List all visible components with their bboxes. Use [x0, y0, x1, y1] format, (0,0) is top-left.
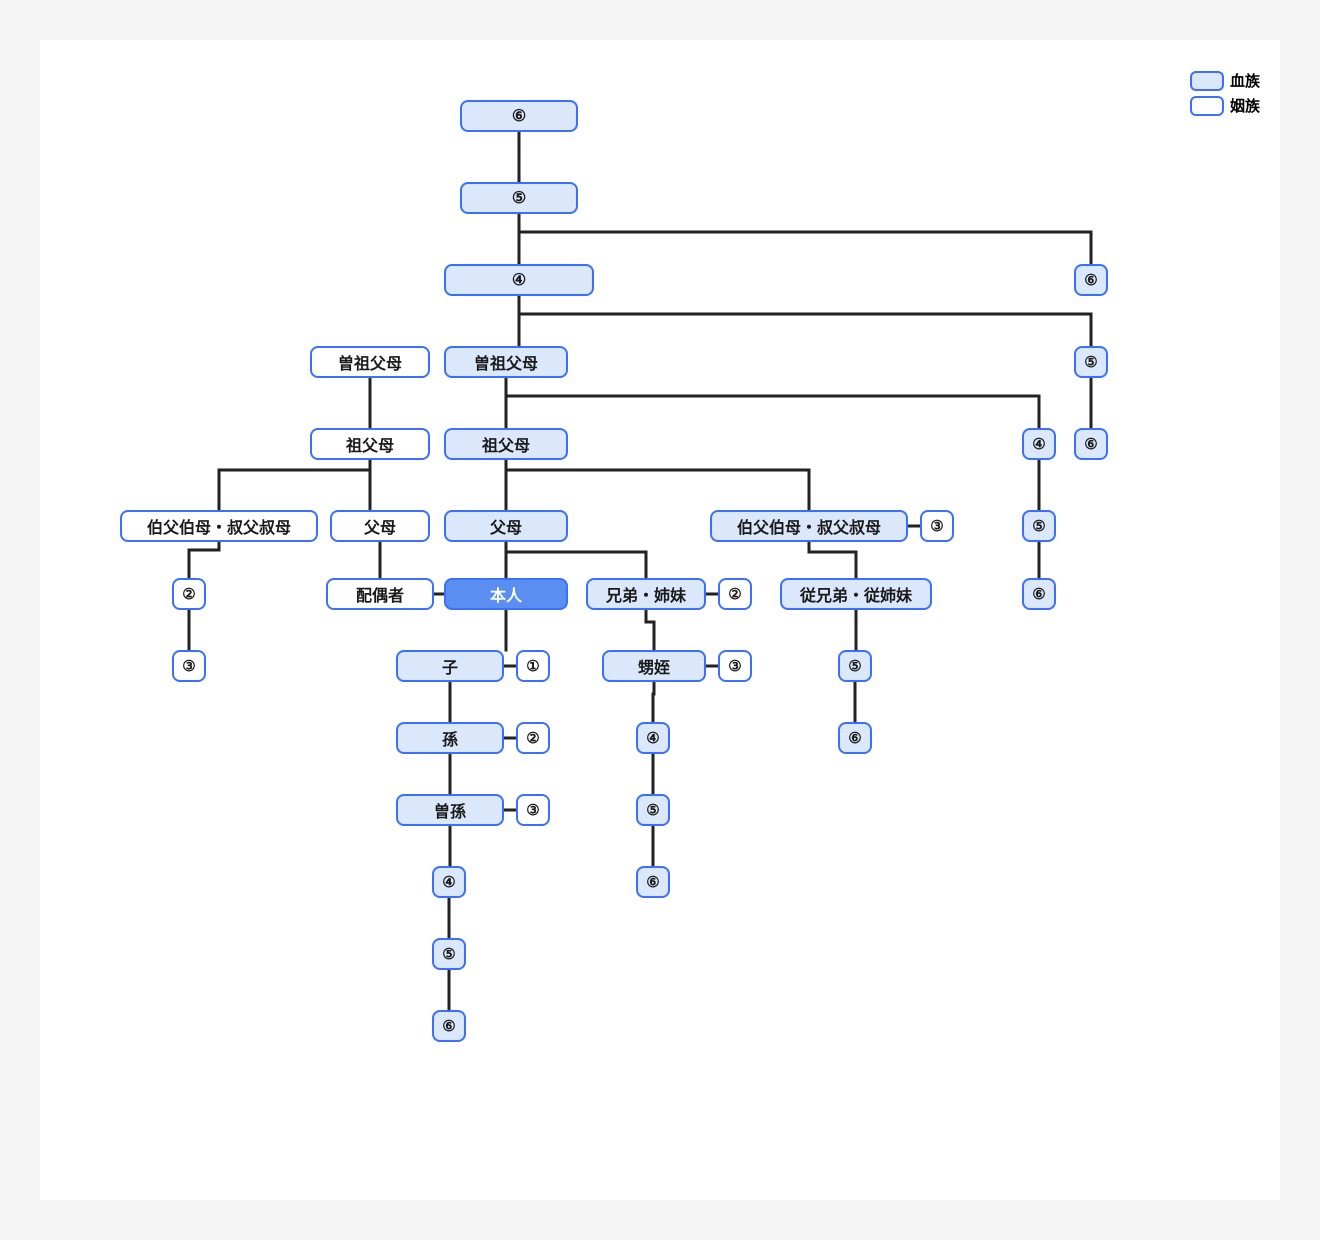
node-unc: 伯父伯母・叔父叔母: [710, 510, 908, 542]
node-r4: ④: [1022, 428, 1056, 460]
node-scous2: ②: [172, 578, 206, 610]
node-child: 子: [396, 650, 504, 682]
node-sgp: 祖父母: [310, 428, 430, 460]
node-sggp: 曽祖父母: [310, 346, 430, 378]
legend-swatch-blood: [1190, 71, 1224, 91]
node-r6c: ⑥: [1022, 578, 1056, 610]
node-r5b: ⑤: [1022, 510, 1056, 542]
node-gchild2: ②: [516, 722, 550, 754]
node-scous3: ③: [172, 650, 206, 682]
edge-layer: [40, 40, 1280, 1200]
node-d4: ④: [432, 866, 466, 898]
node-a6: ⑥: [460, 100, 578, 132]
node-ggchild3: ③: [516, 794, 550, 826]
node-sunc: 伯父伯母・叔父叔母: [120, 510, 318, 542]
node-cous5: ⑤: [838, 650, 872, 682]
node-spouse: 配偶者: [326, 578, 434, 610]
node-d5: ⑤: [432, 938, 466, 970]
node-ggp: 曽祖父母: [444, 346, 568, 378]
node-r6a: ⑥: [1074, 264, 1108, 296]
node-ggchild: 曽孫: [396, 794, 504, 826]
legend-inlaw: 姻族: [1190, 95, 1260, 116]
legend-blood: 血族: [1190, 70, 1260, 91]
node-sparent: 父母: [330, 510, 430, 542]
node-parent: 父母: [444, 510, 568, 542]
node-r6b: ⑥: [1074, 428, 1108, 460]
node-neph4: ④: [636, 722, 670, 754]
legend-inlaw-label: 姻族: [1230, 95, 1260, 116]
node-gchild: 孫: [396, 722, 504, 754]
node-gp: 祖父母: [444, 428, 568, 460]
page: 血族 姻族 ⑥⑤④曽祖父母曽祖父母祖父母祖父母伯父伯母・叔父叔母父母父母伯父伯母…: [0, 0, 1320, 1240]
node-r5a: ⑤: [1074, 346, 1108, 378]
node-neph: 甥姪: [602, 650, 706, 682]
legend: 血族 姻族: [1190, 70, 1260, 120]
legend-blood-label: 血族: [1230, 70, 1260, 91]
node-neph6: ⑥: [636, 866, 670, 898]
node-neph5: ⑤: [636, 794, 670, 826]
node-a4: ④: [444, 264, 594, 296]
legend-swatch-inlaw: [1190, 96, 1224, 116]
node-cousin: 従兄弟・従姉妹: [780, 578, 932, 610]
diagram-canvas: 血族 姻族 ⑥⑤④曽祖父母曽祖父母祖父母祖父母伯父伯母・叔父叔母父母父母伯父伯母…: [40, 40, 1280, 1200]
node-cous6: ⑥: [838, 722, 872, 754]
node-sibling: 兄弟・姉妹: [586, 578, 706, 610]
node-a5: ⑤: [460, 182, 578, 214]
node-sib2: ②: [718, 578, 752, 610]
node-neph3: ③: [718, 650, 752, 682]
node-self: 本人: [444, 578, 568, 610]
node-d6: ⑥: [432, 1010, 466, 1042]
node-unc3: ③: [920, 510, 954, 542]
node-child1: ①: [516, 650, 550, 682]
